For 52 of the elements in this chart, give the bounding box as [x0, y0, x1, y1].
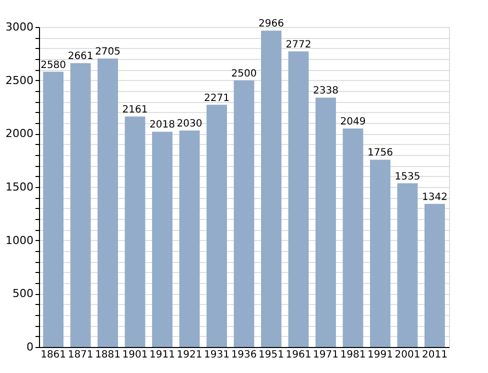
data-label: 2271: [204, 92, 230, 104]
x-tick-label: 1861: [40, 350, 66, 360]
x-tick-label: 1901: [122, 350, 148, 360]
data-label: 2030: [176, 118, 202, 130]
data-label: 2338: [313, 86, 338, 97]
bar: [152, 132, 172, 347]
x-tick-label: 1911: [150, 350, 175, 360]
data-label: 1756: [367, 148, 393, 159]
bar: [397, 183, 418, 347]
data-label: 2661: [68, 51, 94, 62]
x-tick-label: 1981: [340, 350, 366, 360]
y-tick-label: 1500: [6, 180, 34, 194]
bar: [43, 72, 64, 347]
x-tick-label: 2001: [394, 350, 420, 360]
data-label: 2049: [340, 116, 366, 128]
bar: [424, 204, 445, 347]
data-label: 2500: [231, 68, 257, 80]
data-label: 2772: [286, 39, 312, 50]
data-label: 2966: [258, 18, 284, 30]
y-tick-label: 2500: [6, 74, 34, 87]
bar: [370, 160, 390, 347]
bar: [206, 104, 227, 347]
data-label: 2705: [95, 46, 121, 58]
bar: [316, 98, 336, 347]
y-tick-label: 0: [26, 340, 34, 354]
bar: [261, 30, 282, 347]
data-label: 2018: [150, 120, 175, 131]
y-tick-label: 2000: [6, 127, 34, 140]
x-tick-label: 1951: [258, 350, 284, 360]
y-tick-label: 3000: [6, 20, 34, 34]
bar: [234, 80, 254, 347]
bar: [98, 58, 118, 347]
y-tick-label: 1000: [6, 234, 34, 247]
bar: [179, 130, 200, 347]
x-tick-label: 1971: [313, 350, 338, 360]
bar: [70, 63, 91, 347]
x-tick-label: 1921: [176, 350, 202, 360]
x-tick-label: 1881: [95, 350, 121, 360]
x-tick-label: 1991: [367, 350, 393, 360]
data-label: 1342: [422, 192, 448, 203]
x-tick-label: 2011: [422, 350, 448, 360]
y-tick-label: 500: [12, 287, 34, 300]
bar: [124, 116, 146, 347]
x-tick-label: 1936: [231, 350, 257, 360]
data-label: 1535: [394, 171, 420, 182]
x-tick-label: 1871: [68, 350, 94, 360]
data-label: 2161: [122, 104, 148, 116]
x-tick-label: 1961: [286, 350, 312, 360]
data-label: 2580: [40, 60, 66, 71]
bar: [342, 128, 364, 347]
bar: [288, 51, 309, 347]
x-tick-label: 1931: [204, 350, 230, 360]
